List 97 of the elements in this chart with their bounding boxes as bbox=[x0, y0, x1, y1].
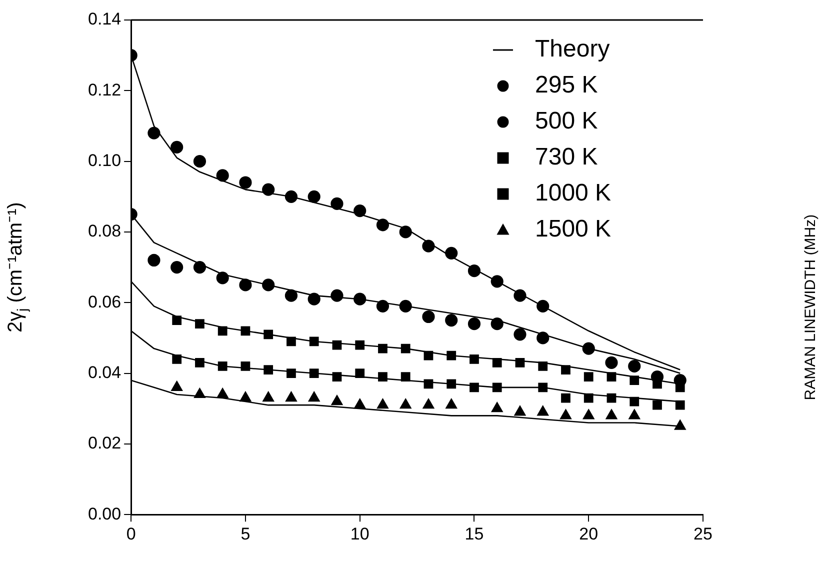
point bbox=[217, 388, 228, 398]
point bbox=[446, 350, 456, 360]
point bbox=[264, 330, 274, 340]
point bbox=[606, 409, 618, 420]
point bbox=[422, 310, 435, 324]
y-tick-label: 0.02 bbox=[88, 434, 122, 453]
point bbox=[170, 140, 184, 154]
point bbox=[308, 392, 320, 402]
point bbox=[514, 328, 526, 341]
point bbox=[286, 392, 297, 402]
y-tick-label: 0.08 bbox=[88, 222, 122, 241]
point bbox=[309, 368, 319, 378]
point bbox=[605, 356, 618, 369]
point bbox=[470, 382, 479, 392]
point bbox=[560, 409, 572, 420]
point bbox=[148, 126, 160, 140]
point bbox=[330, 197, 344, 210]
point bbox=[584, 372, 594, 382]
point bbox=[172, 316, 182, 325]
point bbox=[216, 272, 229, 284]
point bbox=[218, 326, 228, 336]
point bbox=[376, 218, 390, 232]
y-tick-label: 0.14 bbox=[88, 10, 122, 29]
point bbox=[470, 354, 479, 364]
point bbox=[171, 381, 182, 391]
point bbox=[354, 398, 366, 409]
point bbox=[239, 278, 252, 292]
text: RAMAN LINEWIDTH (MHz) bbox=[802, 214, 820, 400]
x-tick-label: 5 bbox=[240, 524, 250, 544]
point bbox=[536, 332, 550, 344]
point bbox=[628, 360, 641, 373]
point bbox=[400, 372, 410, 382]
point bbox=[284, 289, 298, 302]
point bbox=[355, 368, 365, 378]
point bbox=[492, 382, 502, 392]
legend-label: 295 K bbox=[535, 72, 598, 99]
point bbox=[262, 183, 275, 196]
point bbox=[538, 382, 548, 392]
point bbox=[148, 254, 160, 267]
y-tick-label: 0.00 bbox=[88, 504, 122, 524]
point bbox=[195, 358, 204, 368]
point bbox=[170, 261, 184, 274]
point bbox=[492, 358, 502, 368]
point bbox=[650, 370, 664, 384]
x-tick-label: 0 bbox=[126, 524, 136, 544]
point bbox=[445, 314, 458, 327]
point bbox=[377, 398, 388, 409]
point bbox=[446, 379, 456, 389]
point bbox=[193, 155, 206, 168]
point bbox=[172, 354, 182, 364]
legend-label: 500 K bbox=[535, 108, 598, 135]
point bbox=[446, 398, 457, 409]
point bbox=[308, 292, 320, 306]
point bbox=[195, 319, 204, 329]
x-tick-label: 25 bbox=[694, 524, 712, 544]
point bbox=[286, 368, 296, 378]
point bbox=[376, 300, 390, 312]
point bbox=[445, 246, 458, 260]
point bbox=[308, 190, 320, 203]
point bbox=[630, 376, 640, 386]
point bbox=[378, 372, 388, 382]
point bbox=[240, 392, 252, 402]
y-axis-title: 2γj (cm⁻¹atm⁻¹) bbox=[4, 202, 30, 333]
x-tick-label: 10 bbox=[350, 524, 370, 544]
point bbox=[538, 362, 548, 371]
y-tick-label: 0.06 bbox=[88, 292, 122, 312]
point bbox=[216, 169, 229, 182]
point bbox=[674, 420, 686, 430]
point bbox=[422, 398, 434, 409]
point bbox=[652, 400, 662, 410]
point bbox=[331, 395, 343, 406]
x-tick-label: 20 bbox=[579, 524, 598, 544]
point bbox=[583, 409, 594, 420]
point bbox=[193, 261, 206, 274]
point bbox=[264, 365, 274, 374]
point bbox=[561, 365, 570, 374]
legend-label: 1500 K bbox=[535, 216, 612, 243]
y-tick-label: 0.12 bbox=[88, 80, 122, 100]
point bbox=[514, 406, 526, 416]
y-tick-label: 0.10 bbox=[88, 151, 122, 170]
point bbox=[262, 392, 274, 402]
point bbox=[218, 362, 228, 371]
point bbox=[675, 400, 685, 410]
legend-label: Theory bbox=[535, 36, 610, 63]
point bbox=[490, 318, 504, 330]
point bbox=[628, 409, 640, 420]
y-tick-label: 0.04 bbox=[88, 362, 122, 382]
point bbox=[354, 204, 366, 218]
x-tick-label: 15 bbox=[464, 524, 484, 544]
point bbox=[561, 393, 570, 403]
legend-label: 730 K bbox=[535, 144, 598, 171]
point bbox=[537, 406, 548, 416]
point bbox=[400, 398, 412, 409]
point bbox=[239, 176, 252, 189]
legend-label: 1000 K bbox=[535, 180, 612, 207]
point bbox=[468, 318, 481, 330]
point bbox=[492, 402, 503, 412]
